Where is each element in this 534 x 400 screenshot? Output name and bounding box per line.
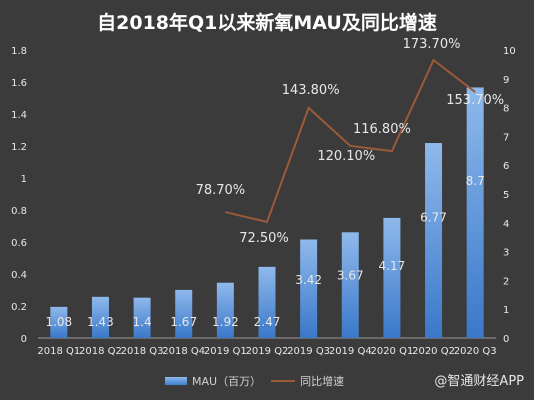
line-data-label: 72.50% bbox=[239, 231, 289, 246]
right-axis-tick-label: 1 bbox=[503, 305, 509, 316]
line-data-label: 116.80% bbox=[353, 122, 411, 137]
right-axis-tick-label: 3 bbox=[503, 248, 509, 259]
bar-data-label: 8.7 bbox=[466, 174, 485, 188]
bar-data-label: 1.67 bbox=[170, 315, 197, 329]
x-axis-tick-label: 2018 Q4 bbox=[162, 346, 205, 357]
bar bbox=[258, 266, 276, 338]
line-data-label: 120.10% bbox=[317, 149, 375, 164]
x-axis-tick-label: 2019 Q4 bbox=[329, 346, 372, 357]
bar bbox=[133, 297, 151, 338]
x-axis-tick-label: 2018 Q2 bbox=[79, 346, 122, 357]
watermark-text: @智通财经APP bbox=[434, 374, 524, 389]
x-axis-tick-label: 2019 Q1 bbox=[204, 346, 247, 357]
growth-line bbox=[225, 58, 476, 224]
x-axis-tick-label: 2018 Q1 bbox=[37, 346, 80, 357]
bar bbox=[466, 87, 484, 338]
left-axis-tick-label: 0 bbox=[21, 334, 27, 345]
watermark: @智通财经APP bbox=[434, 370, 524, 389]
legend-swatch-line bbox=[271, 380, 296, 382]
bar-data-label: 4.17 bbox=[379, 259, 406, 273]
x-axis-tick-label: 2019 Q3 bbox=[287, 346, 330, 357]
bar-data-label: 1.08 bbox=[45, 315, 72, 329]
x-axis-tick-label: 2020 Q2 bbox=[412, 346, 455, 357]
bar-data-label: 1.43 bbox=[87, 315, 114, 329]
line-data-label: 78.70% bbox=[196, 183, 246, 198]
x-axis-tick-label: 2018 Q3 bbox=[121, 346, 164, 357]
line-data-label: 173.70% bbox=[403, 37, 461, 52]
right-axis-tick-label: 4 bbox=[503, 219, 509, 230]
left-axis-tick-label: 1.8 bbox=[11, 46, 27, 57]
x-axis-tick-label: 2020 Q3 bbox=[454, 346, 497, 357]
left-axis-tick-label: 1.2 bbox=[11, 142, 27, 153]
x-axis-tick-label: 2020 Q1 bbox=[370, 346, 413, 357]
legend-label-growth: 同比增速 bbox=[300, 375, 345, 388]
bar-data-label: 1.92 bbox=[212, 315, 239, 329]
left-axis-tick-label: 0.8 bbox=[11, 206, 27, 217]
bar bbox=[50, 306, 68, 338]
right-axis-tick-label: 8 bbox=[503, 104, 509, 115]
left-axis-tick-label: 0.2 bbox=[11, 302, 27, 313]
right-axis-tick-label: 2 bbox=[503, 276, 509, 287]
legend-item-growth: 同比增速 bbox=[271, 373, 344, 389]
right-axis-tick-label: 0 bbox=[503, 334, 509, 345]
legend-label-mau: MAU（百万） bbox=[192, 375, 262, 388]
bar-data-label: 2.47 bbox=[254, 315, 281, 329]
left-axis-tick-label: 1.6 bbox=[11, 78, 27, 89]
bar bbox=[425, 143, 443, 338]
bar bbox=[300, 239, 318, 338]
left-axis-tick-label: 0.6 bbox=[11, 238, 27, 249]
legend: MAU（百万） 同比增速 bbox=[165, 372, 344, 390]
chart-title: 自2018年Q1以来新氧MAU及同比增速 bbox=[97, 12, 437, 34]
right-axis-tick-label: 9 bbox=[503, 75, 509, 86]
bar bbox=[216, 282, 234, 338]
bar-data-label: 3.42 bbox=[295, 273, 322, 287]
left-axis-tick-label: 1.4 bbox=[11, 110, 27, 121]
legend-item-mau: MAU（百万） bbox=[165, 373, 261, 389]
left-axis-tick-label: 1 bbox=[21, 174, 27, 185]
right-axis-tick-label: 5 bbox=[503, 190, 509, 201]
bar bbox=[383, 217, 401, 338]
line-data-label: 153.70% bbox=[446, 93, 504, 108]
bar bbox=[175, 289, 193, 338]
bar-data-label: 6.77 bbox=[420, 210, 447, 224]
right-axis-tick-label: 7 bbox=[503, 132, 509, 143]
left-axis-tick-label: 0.4 bbox=[11, 270, 27, 281]
bar-data-label: 3.67 bbox=[337, 268, 364, 282]
x-axis-tick-label: 2019 Q2 bbox=[246, 346, 289, 357]
right-axis-tick-label: 10 bbox=[503, 46, 516, 57]
bar-data-label: 1.4 bbox=[133, 315, 152, 329]
legend-swatch-bar bbox=[165, 377, 187, 385]
bar bbox=[91, 296, 109, 338]
line-data-label: 143.80% bbox=[282, 83, 340, 98]
right-axis-tick-label: 6 bbox=[503, 161, 509, 172]
bar bbox=[341, 232, 359, 338]
